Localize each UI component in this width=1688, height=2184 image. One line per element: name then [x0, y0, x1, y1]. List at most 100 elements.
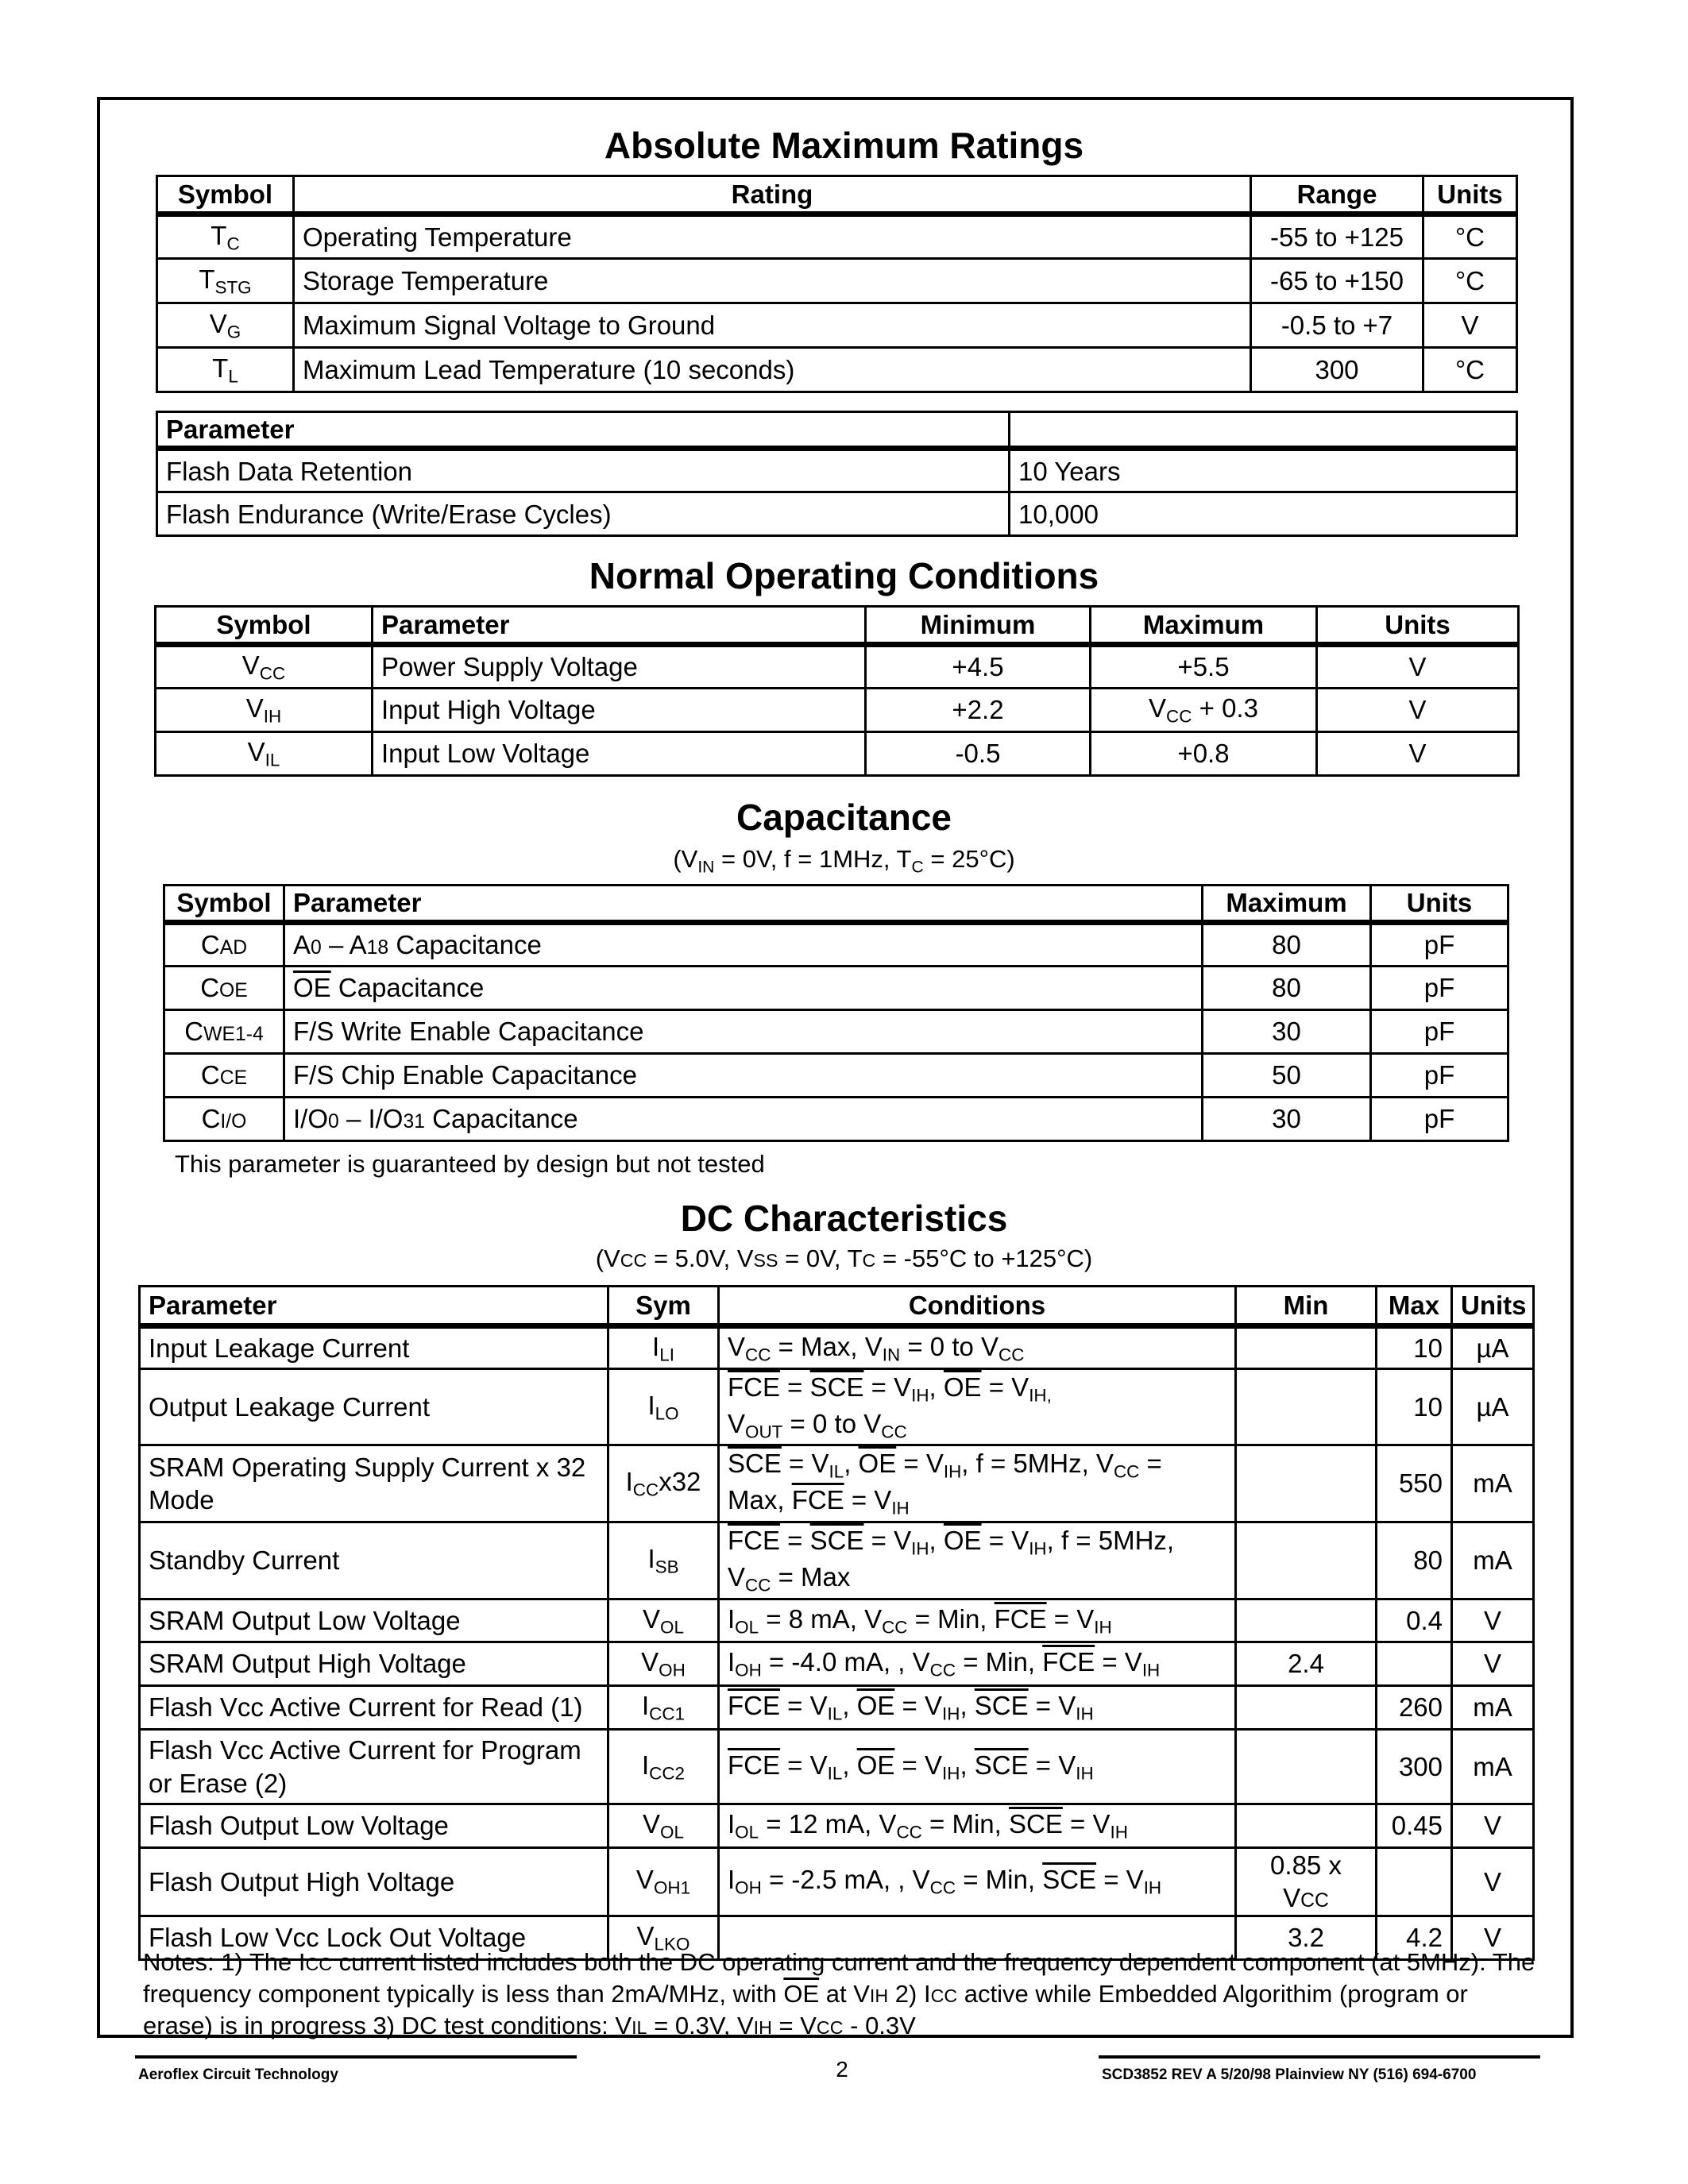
- column-header: Units: [1422, 175, 1518, 217]
- table-cell: 80: [1201, 965, 1372, 1011]
- table-cell: 300: [1250, 346, 1424, 393]
- table-cell: ICC1: [607, 1684, 720, 1731]
- table-cell: 0.85 x VCC: [1234, 1846, 1377, 1917]
- table-cell: 4.2: [1375, 1914, 1453, 1961]
- table-cell: VLKO: [607, 1914, 720, 1961]
- table-cell: V: [1450, 1846, 1535, 1917]
- table-cell: 30: [1201, 1096, 1372, 1142]
- table-row: Input Leakage Current ILI VCC = Max, VIN =…: [138, 1325, 1535, 1370]
- table-cell: FCE = VIL, OE = VIH, SCE = VIH: [717, 1728, 1237, 1805]
- table-cell: FCE = VIL, OE = VIH, SCE = VIH: [717, 1684, 1237, 1731]
- table-cell: mA: [1450, 1728, 1535, 1805]
- table-cell: VG: [156, 302, 295, 349]
- header-row: Symbol Parameter Minimum Maximum Units: [154, 605, 1520, 647]
- table-cell: I/O0 – I/O31 Capacitance: [283, 1096, 1203, 1142]
- column-header: Parameter: [138, 1285, 609, 1329]
- table-cell: CCE: [163, 1052, 285, 1098]
- amr-title: Absolute Maximum Ratings: [604, 125, 1084, 166]
- table-cell: SRAM Output High Voltage: [138, 1641, 609, 1687]
- table-cell: -0.5 to +7: [1250, 302, 1424, 349]
- table-cell: F/S Write Enable Capacitance: [283, 1009, 1203, 1055]
- table-cell: V: [1315, 643, 1520, 689]
- column-header: Units: [1369, 884, 1509, 925]
- table-cell: Input High Voltage: [371, 687, 867, 733]
- dc-notes: Notes: 1) The ICC current listed include…: [143, 1948, 1535, 2039]
- table-cell: OE Capacitance: [283, 965, 1203, 1011]
- table-cell: CI/O: [163, 1096, 285, 1142]
- table-cell: IOH = -4.0 mA, , VCC = Min, FCE = VIH: [717, 1641, 1237, 1687]
- table-cell: ILI: [607, 1325, 720, 1370]
- table-cell: V: [1450, 1598, 1535, 1643]
- table-cell: Output Leakage Current: [138, 1368, 609, 1446]
- table-row: COE OE Capacitance 80 pF: [163, 965, 1509, 1011]
- table-cell: [1375, 1641, 1453, 1687]
- table-row: Flash Output Low Voltage VOL IOL = 12 mA, …: [138, 1803, 1535, 1849]
- table-cell: 550: [1375, 1444, 1453, 1523]
- table-cell: 80: [1375, 1521, 1453, 1600]
- table-cell: [1234, 1444, 1377, 1523]
- table-cell: 2.4: [1234, 1641, 1377, 1687]
- header-row: Symbol Parameter Maximum Units: [163, 884, 1509, 925]
- table-cell: SRAM Operating Supply Current x 32 Mode: [138, 1444, 609, 1523]
- table-row: VIH Input High Voltage +2.2 VCC + 0.3 V: [154, 687, 1520, 733]
- table-cell: 10: [1375, 1368, 1453, 1446]
- table-cell: 3.2: [1234, 1914, 1377, 1961]
- table-cell: [1234, 1521, 1377, 1600]
- capacitance-table: Symbol Parameter Maximum Units CAD A0 – A18 …: [163, 884, 1509, 1142]
- column-header: Min: [1234, 1285, 1377, 1329]
- table-cell: pF: [1369, 1096, 1509, 1142]
- table-row: VCC Power Supply Voltage +4.5 +5.5 V: [154, 643, 1520, 689]
- capacitance-note: This parameter is guaranteed by design b…: [175, 1150, 765, 1178]
- table-row: Flash Output High Voltage VOH1 IOH = -2.5 …: [138, 1846, 1535, 1917]
- table-cell: TSTG: [156, 257, 295, 304]
- column-header: Conditions: [717, 1285, 1237, 1329]
- table-cell: +4.5: [864, 643, 1091, 689]
- table-cell: [1234, 1684, 1377, 1731]
- table-cell: [1234, 1325, 1377, 1370]
- column-header: Parameter: [371, 605, 867, 647]
- table-cell: VIH: [154, 687, 373, 733]
- footer-company: Aeroflex Circuit Technology: [138, 2066, 338, 2083]
- table-cell: 10,000: [1008, 491, 1518, 538]
- column-header: [1008, 410, 1518, 452]
- table-cell: [1234, 1728, 1377, 1805]
- table-row: Flash Low Vcc Lock Out Voltage VLKO 3.2 4.2…: [138, 1914, 1535, 1961]
- table-cell: -0.5: [864, 731, 1091, 777]
- column-header: Rating: [292, 175, 1252, 217]
- table-row: SRAM Output High Voltage VOH IOH = -4.0 mA…: [138, 1641, 1535, 1687]
- table-row: SRAM Output Low Voltage VOL IOL = 8 mA, VC…: [138, 1598, 1535, 1643]
- table-cell: Flash Low Vcc Lock Out Voltage: [138, 1914, 609, 1961]
- page-number: 2: [836, 2057, 848, 2082]
- column-header: Parameter: [283, 884, 1203, 925]
- table-cell: COE: [163, 965, 285, 1011]
- table-cell: V: [1315, 731, 1520, 777]
- table-row: Flash Data Retention 10 Years: [156, 447, 1518, 494]
- capacitance-title: Capacitance: [736, 797, 952, 838]
- table-cell: °C: [1422, 213, 1518, 260]
- table-cell: mA: [1450, 1684, 1535, 1731]
- column-header: Symbol: [154, 605, 373, 647]
- table-row: TSTG Storage Temperature -65 to +150 °C: [156, 257, 1518, 304]
- table-cell: °C: [1422, 257, 1518, 304]
- column-header: Max: [1375, 1285, 1453, 1329]
- header-row: Symbol Rating Range Units: [156, 175, 1518, 217]
- table-cell: pF: [1369, 921, 1509, 967]
- table-row: Flash Vcc Active Current for Program or …: [138, 1728, 1535, 1805]
- table-cell: Standby Current: [138, 1521, 609, 1600]
- column-header: Symbol: [156, 175, 295, 217]
- table-cell: µA: [1450, 1368, 1535, 1446]
- table-row: CAD A0 – A18 Capacitance 80 pF: [163, 921, 1509, 967]
- table-cell: Flash Output High Voltage: [138, 1846, 609, 1917]
- column-header: Sym: [607, 1285, 720, 1329]
- table-cell: 30: [1201, 1009, 1372, 1055]
- column-header: Minimum: [864, 605, 1091, 647]
- table-row: SRAM Operating Supply Current x 32 Mode I…: [138, 1444, 1535, 1523]
- table-cell: Flash Endurance (Write/Erase Cycles): [156, 491, 1010, 538]
- table-cell: TL: [156, 346, 295, 393]
- flash-table: Parameter Flash Data Retention 10 Years Fla…: [156, 410, 1518, 538]
- table-row: VIL Input Low Voltage -0.5 +0.8 V: [154, 731, 1520, 777]
- table-cell: -65 to +150: [1250, 257, 1424, 304]
- table-cell: IOH = -2.5 mA, , VCC = Min, SCE = VIH: [717, 1846, 1237, 1917]
- table-cell: V: [1450, 1641, 1535, 1687]
- table-cell: mA: [1450, 1521, 1535, 1600]
